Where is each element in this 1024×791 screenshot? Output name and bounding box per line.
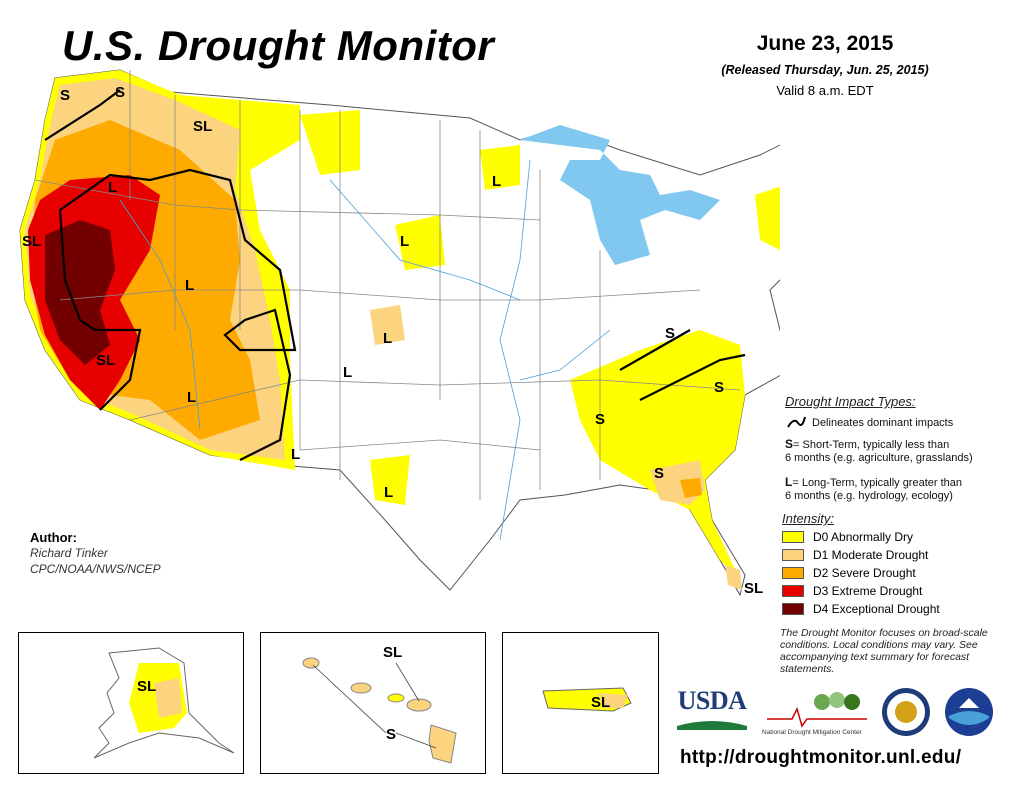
label-al-s: S bbox=[595, 411, 605, 428]
label-co-l: L bbox=[343, 364, 352, 381]
label-hi-sl: SL bbox=[383, 644, 402, 661]
ndmc-logo: National Drought Mitigation Center bbox=[762, 684, 872, 740]
state-boundaries bbox=[34, 70, 741, 500]
label-ks-l: L bbox=[383, 330, 392, 347]
commerce-seal bbox=[882, 688, 930, 736]
d1-florida bbox=[725, 565, 742, 590]
d0-texas bbox=[370, 455, 410, 505]
label-nc-s: S bbox=[714, 379, 724, 396]
label-sd-l: L bbox=[400, 233, 409, 250]
map-date: June 23, 2015 bbox=[756, 32, 894, 55]
label-ca-sl: SL bbox=[22, 233, 41, 250]
label-hi-s: S bbox=[386, 726, 396, 743]
legend-label: D2 Severe Drought bbox=[813, 566, 916, 580]
legend-swatch bbox=[782, 567, 804, 579]
valid-time: Valid 8 a.m. EDT bbox=[776, 83, 874, 98]
noaa-logo bbox=[945, 688, 993, 736]
impact-l-desc: 6 months (e.g. hydrology, ecology) bbox=[785, 490, 953, 502]
legend-label: D3 Extreme Drought bbox=[813, 584, 923, 598]
d0-upper-midwest bbox=[480, 145, 520, 190]
alaska-map: SL bbox=[93, 647, 235, 759]
label-nv-l: L bbox=[185, 277, 194, 294]
puerto-rico-inset: SL bbox=[502, 632, 659, 774]
label-ca-sl2: SL bbox=[96, 352, 115, 369]
impact-types-title: Drought Impact Types: bbox=[785, 394, 916, 409]
label-wa-s: S bbox=[60, 87, 70, 104]
label-nm-l: L bbox=[291, 446, 300, 463]
label-tx-l: L bbox=[384, 484, 393, 501]
legend-row: D1 Moderate Drought bbox=[782, 547, 928, 563]
legend-swatch bbox=[782, 603, 804, 615]
impact-labels: S S SL L SL L SL L L L L L L L S S S S S… bbox=[22, 84, 763, 597]
conus-drought-map: S S SL L SL L SL L L L L L L L S S S S S… bbox=[19, 69, 780, 597]
hawaii-map: SL S bbox=[302, 644, 457, 764]
impact-s-row: S= Short-Term, typically less than bbox=[785, 437, 950, 451]
legend-swatch bbox=[782, 585, 804, 597]
intensity-title: Intensity: bbox=[782, 511, 835, 526]
legend-row: D4 Exceptional Drought bbox=[782, 601, 940, 617]
label-fl-sl: SL bbox=[744, 580, 763, 597]
label-ky-s: S bbox=[665, 325, 675, 342]
impact-boundaries bbox=[44, 89, 746, 461]
alaska-inset: SL bbox=[18, 632, 244, 774]
legend-label: D0 Abnormally Dry bbox=[813, 530, 914, 544]
legend-row: D3 Extreme Drought bbox=[782, 583, 922, 599]
legend-row: D0 Abnormally Dry bbox=[782, 529, 913, 545]
rivers bbox=[119, 159, 611, 541]
legend-label: D4 Exceptional Drought bbox=[813, 602, 940, 616]
release-date: (Released Thursday, Jun. 25, 2015) bbox=[721, 63, 929, 77]
d0-northeast bbox=[755, 186, 780, 250]
label-mn-l: L bbox=[492, 173, 501, 190]
label-id-sl: SL bbox=[193, 118, 212, 135]
d0-southeast bbox=[570, 330, 745, 580]
ndmc-logo-text: National Drought Mitigation Center bbox=[762, 729, 863, 736]
author-name: Richard Tinker bbox=[30, 546, 108, 560]
label-or-l: L bbox=[108, 179, 117, 196]
puerto-rico-map: SL bbox=[542, 687, 632, 712]
d2-southeast bbox=[680, 478, 702, 498]
impact-line-icon bbox=[787, 416, 806, 428]
d0-kansas bbox=[370, 305, 405, 345]
author-org: CPC/NOAA/NWS/NCEP bbox=[30, 562, 161, 576]
legend-swatch bbox=[782, 549, 804, 561]
usda-logo: USDA bbox=[676, 686, 748, 734]
label-wa-s2: S bbox=[115, 84, 125, 101]
impact-line-desc: Delineates dominant impacts bbox=[812, 417, 954, 429]
disclaimer-note: The Drought Monitor focuses on broad-sca… bbox=[780, 627, 988, 675]
d0-south-dakota bbox=[395, 215, 445, 270]
label-ak-sl: SL bbox=[137, 678, 156, 695]
legend-label: D1 Moderate Drought bbox=[813, 548, 929, 562]
legend-row: D2 Severe Drought bbox=[782, 565, 916, 581]
author-heading: Author: bbox=[30, 530, 77, 545]
impact-s-desc: 6 months (e.g. agriculture, grasslands) bbox=[785, 452, 973, 464]
d0-montana-north bbox=[300, 110, 360, 175]
label-pr-sl: SL bbox=[591, 694, 610, 711]
great-lakes bbox=[520, 125, 720, 265]
impact-l-row: L= Long-Term, typically greater than bbox=[785, 475, 963, 489]
map-title: U.S. Drought Monitor bbox=[62, 22, 495, 69]
source-url[interactable]: http://droughtmonitor.unl.edu/ bbox=[680, 747, 962, 768]
label-ga-s: S bbox=[654, 465, 664, 482]
label-az-l: L bbox=[187, 389, 196, 406]
hawaii-inset: SL S bbox=[260, 632, 486, 774]
legend-swatch bbox=[782, 531, 804, 543]
